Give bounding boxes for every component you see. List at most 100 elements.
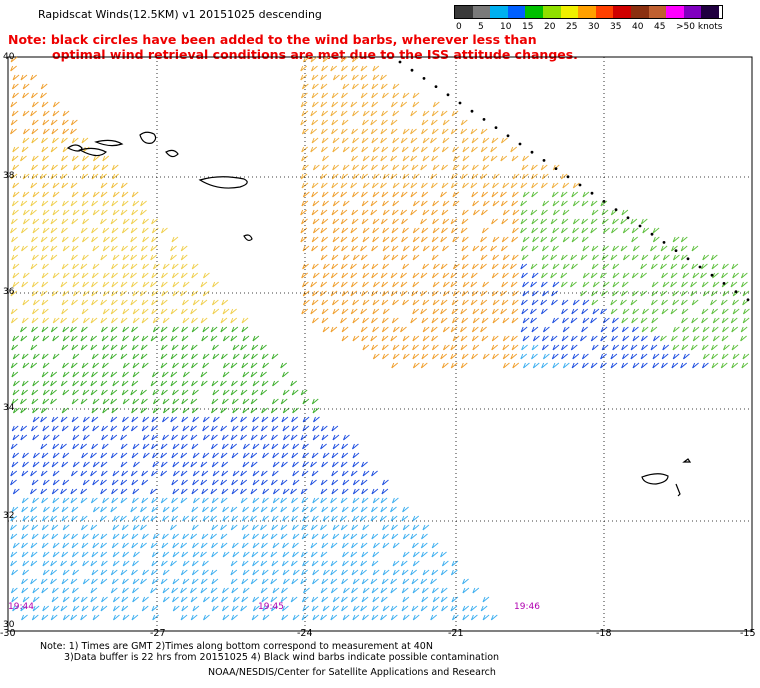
wind-barb	[520, 182, 528, 189]
wind-barb	[72, 425, 80, 432]
wind-barb	[420, 290, 428, 297]
wind-barb	[740, 272, 748, 279]
wind-barb	[461, 173, 468, 180]
wind-barb	[102, 272, 110, 279]
wind-barb	[392, 353, 400, 360]
wind-barb	[251, 353, 258, 360]
wind-barb	[630, 344, 638, 351]
wind-barb	[62, 452, 70, 459]
wind-barb	[31, 533, 39, 540]
wind-barb	[51, 488, 59, 495]
wind-barb	[370, 119, 378, 126]
wind-barb	[130, 272, 137, 279]
wind-barb	[300, 578, 308, 585]
wind-barb	[92, 461, 100, 468]
wind-barb	[182, 299, 189, 306]
wind-barb	[112, 515, 120, 522]
wind-barb	[372, 74, 380, 81]
wind-barb	[392, 164, 400, 171]
wind-barb	[271, 425, 279, 432]
wind-barb	[20, 398, 27, 405]
wind-barb	[311, 452, 319, 459]
wind-barb	[100, 182, 108, 189]
wind-barb	[243, 443, 250, 450]
wind-barb	[232, 551, 240, 558]
wind-barb	[570, 344, 578, 351]
wind-barb	[70, 560, 78, 567]
wind-barb	[200, 578, 208, 585]
wind-barb	[612, 317, 619, 324]
wind-barb	[61, 236, 69, 243]
wind-barb	[132, 587, 139, 594]
wind-barb	[461, 218, 469, 225]
wind-barb	[332, 137, 340, 144]
wind-barb	[551, 290, 558, 297]
wind-barb	[531, 326, 539, 333]
wind-barb	[71, 191, 79, 198]
wind-barb	[192, 389, 199, 396]
wind-barb	[582, 281, 590, 288]
wind-barb	[122, 362, 130, 369]
wind-barb	[220, 380, 227, 387]
wind-barb	[411, 605, 419, 612]
wind-barb	[561, 308, 568, 315]
wind-barb	[141, 272, 149, 279]
wind-barb	[330, 542, 338, 549]
wind-barb	[400, 290, 408, 297]
wind-barb	[141, 299, 149, 306]
wind-barb	[50, 371, 58, 378]
wind-barb	[42, 560, 50, 567]
wind-barb	[372, 218, 380, 225]
wind-barb	[40, 488, 48, 495]
wind-barb	[50, 569, 57, 576]
wind-barb	[701, 335, 709, 342]
wind-barb	[132, 488, 140, 495]
wind-barb	[652, 353, 660, 360]
wind-barb	[11, 506, 19, 513]
wind-barb	[381, 164, 389, 171]
wind-barb	[382, 236, 390, 243]
wind-barb	[731, 263, 739, 270]
wind-barb	[71, 551, 79, 558]
wind-barb	[300, 65, 308, 72]
wind-barb	[341, 308, 349, 315]
wind-barb	[22, 299, 30, 306]
wind-barb	[212, 452, 219, 459]
wind-barb	[412, 560, 420, 567]
wind-barb	[240, 416, 247, 423]
wind-barb	[102, 362, 109, 369]
wind-barb	[12, 263, 20, 270]
wind-barb	[70, 614, 78, 621]
wind-barb	[361, 173, 368, 180]
wind-barb	[70, 119, 78, 126]
wind-barb	[460, 227, 468, 234]
wind-barb	[222, 335, 230, 342]
wind-barb	[621, 317, 629, 324]
wind-barb	[231, 452, 239, 459]
wind-barb	[110, 452, 118, 459]
wind-barb	[361, 164, 368, 171]
wind-barb	[451, 308, 459, 315]
wind-barb	[80, 227, 88, 234]
wind-barb	[480, 236, 487, 243]
wind-barb	[120, 299, 128, 306]
wind-barb	[720, 299, 728, 306]
wind-barb	[172, 398, 180, 405]
wind-barb	[390, 515, 398, 522]
wind-barb	[131, 416, 139, 423]
wind-barb	[170, 416, 178, 423]
wind-barb	[542, 245, 549, 252]
wind-barb	[10, 524, 17, 531]
wind-barb	[100, 317, 108, 324]
wind-barb	[180, 254, 188, 261]
wind-barb	[352, 110, 359, 117]
wind-barb	[541, 344, 549, 351]
wind-barb	[62, 587, 70, 594]
wind-barb	[330, 497, 337, 504]
wind-barb	[170, 371, 178, 378]
wind-barb	[41, 353, 49, 360]
wind-barb	[10, 65, 17, 72]
wind-barb	[50, 560, 58, 567]
wind-barb	[42, 119, 50, 126]
wind-barb	[192, 299, 200, 306]
